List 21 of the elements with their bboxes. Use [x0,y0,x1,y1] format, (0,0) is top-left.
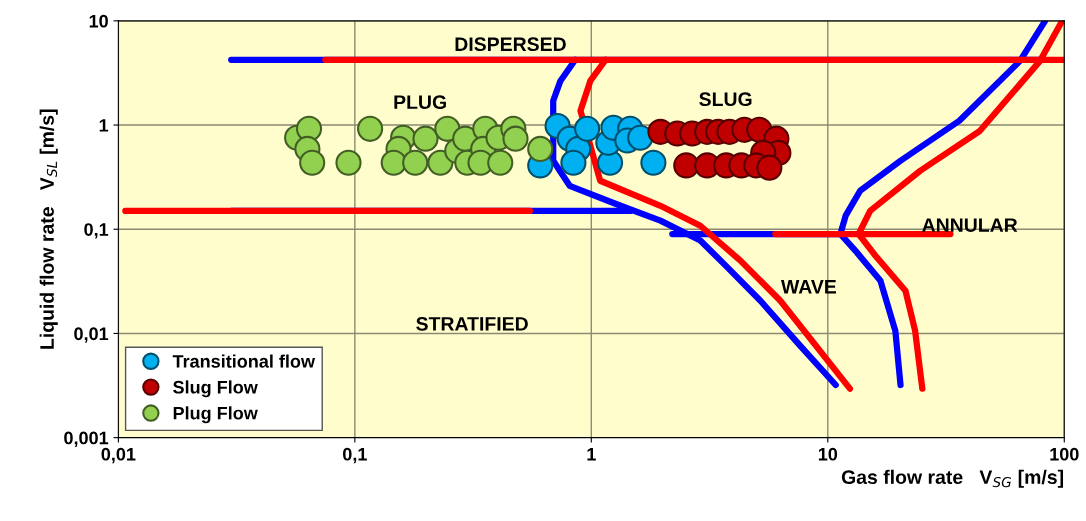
annotation: STRATIFIED [416,316,528,331]
annotation: DISPERSED [455,37,566,52]
x-tick-label: 0,01 [101,447,136,464]
x-axis-title: Gas flow rate V$_{SG}$ [m/s] [841,469,1064,488]
legend-label: Transitional flow [172,354,316,368]
y-tick-label: 0,01 [74,327,109,343]
annotation: ANNULAR [922,218,1018,232]
legend-label: Plug Flow [173,406,258,424]
annotation: WAVE [780,280,837,294]
y-tick-label: 10 [89,14,108,28]
x-tick-label: 100 [1050,447,1079,461]
annotation: SLUG [699,92,752,107]
annotation: PLUG [394,95,446,109]
x-tick-label: 0,1 [343,447,367,464]
y-axis-title: Liquid flow rate V$_{SL}$ [m/s] [39,109,58,349]
y-tick-label: 1 [99,119,109,132]
x-tick-label: 1 [587,448,596,461]
y-tick-label: 0,1 [84,223,109,239]
x-tick-label: 10 [818,447,838,461]
y-tick-label: 0,001 [64,431,109,447]
legend-label: Slug Flow [173,380,258,398]
